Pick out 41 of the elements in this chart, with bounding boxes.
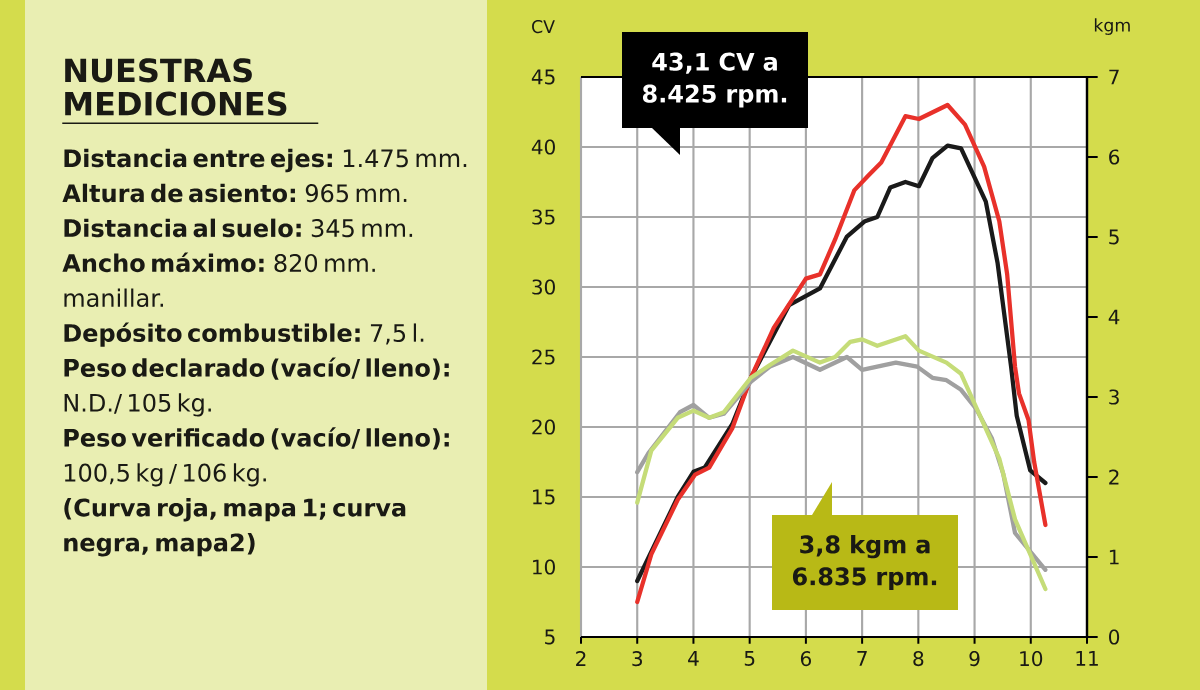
x-tick-label: 8 bbox=[913, 651, 924, 667]
y2-tick-label: 0 bbox=[1109, 629, 1120, 645]
y2-tick-label: 6 bbox=[1109, 149, 1120, 165]
x-tick-label: 3 bbox=[632, 651, 642, 667]
x-tick-label: 11 bbox=[1076, 651, 1098, 666]
text: Depósito combustible: 7,5 l. bbox=[64, 322, 424, 347]
y-axis-title: CV bbox=[532, 20, 555, 34]
y-tick-label: 15 bbox=[533, 489, 555, 505]
annotation: 3,8 kgm a 6.835 rpm. bbox=[792, 534, 937, 591]
y-tick-label: 35 bbox=[532, 209, 555, 225]
text: Peso declarado (vacío/ lleno): N.D./ 105 kg. bbox=[64, 357, 449, 417]
text: Distancia entre ejes: 1.475 mm. bbox=[64, 148, 467, 173]
text: Peso verificado (vacío/ lleno): 100,5 kg / 106 kg. bbox=[64, 427, 449, 487]
annotation: 43,1 CV a 8.425 rpm. bbox=[642, 52, 787, 108]
y-tick-label: 45 bbox=[531, 69, 555, 85]
y2-tick-label: 7 bbox=[1109, 69, 1119, 85]
y2-tick-label: 5 bbox=[1109, 229, 1119, 245]
x-tick-label: 4 bbox=[688, 651, 699, 666]
x-tick-label: 9 bbox=[969, 651, 980, 667]
text: NUESTRAS MEDICIONES bbox=[65, 58, 287, 116]
x-tick-label: 7 bbox=[857, 651, 867, 666]
y2-tick-label: 4 bbox=[1108, 309, 1120, 325]
text: Ancho máximo: 820 mm. manillar. bbox=[62, 252, 375, 308]
y2-tick-label: 1 bbox=[1109, 549, 1119, 565]
y2-axis-title: kgm bbox=[1094, 18, 1130, 35]
x-tick-label: 10 bbox=[1020, 651, 1043, 667]
y-tick-label: 30 bbox=[532, 279, 555, 295]
text: Altura de asiento: 965 mm. bbox=[62, 183, 407, 203]
y2-tick-label: 3 bbox=[1109, 389, 1119, 405]
line-series bbox=[635, 334, 1048, 592]
y-tick-label: 10 bbox=[533, 559, 555, 575]
y-tick-label: 5 bbox=[545, 629, 555, 645]
text: (Curva roja, mapa 1; curva negra, mapa2) bbox=[64, 498, 406, 557]
x-tick-label: 5 bbox=[744, 651, 755, 666]
y-tick-label: 40 bbox=[531, 139, 555, 155]
x-tick-label: 6 bbox=[800, 651, 811, 667]
y-tick-label: 20 bbox=[532, 419, 555, 435]
y-tick-label: 25 bbox=[532, 349, 555, 365]
y2-tick-label: 2 bbox=[1109, 469, 1119, 485]
x-tick-label: 2 bbox=[576, 651, 586, 666]
text: Distancia al suelo: 345 mm. bbox=[64, 218, 413, 238]
